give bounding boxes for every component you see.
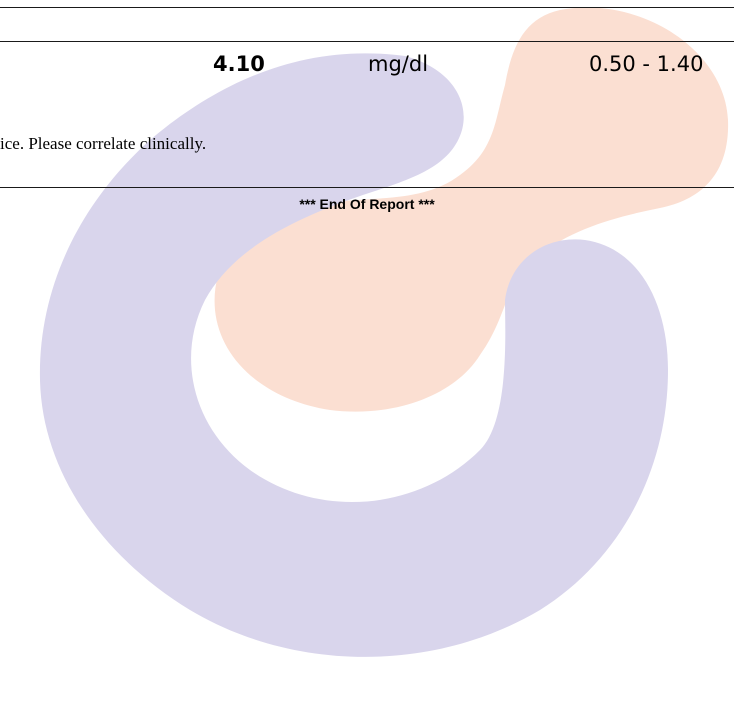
reference-range: 0.50 - 1.40 [589, 52, 704, 76]
result-unit: mg/dl [368, 52, 429, 76]
top-divider [0, 7, 734, 8]
result-top-divider [0, 41, 734, 42]
watermark-purple-shape [39, 53, 668, 657]
result-value: 4.10 [213, 52, 265, 76]
clinical-note: ice. Please correlate clinically. [0, 134, 207, 153]
end-of-report-label: *** End Of Report *** [299, 196, 435, 212]
watermark-peach-shape [214, 7, 729, 412]
report-end-divider [0, 187, 734, 188]
result-row: 4.10 mg/dl 0.50 - 1.40 [0, 46, 734, 82]
